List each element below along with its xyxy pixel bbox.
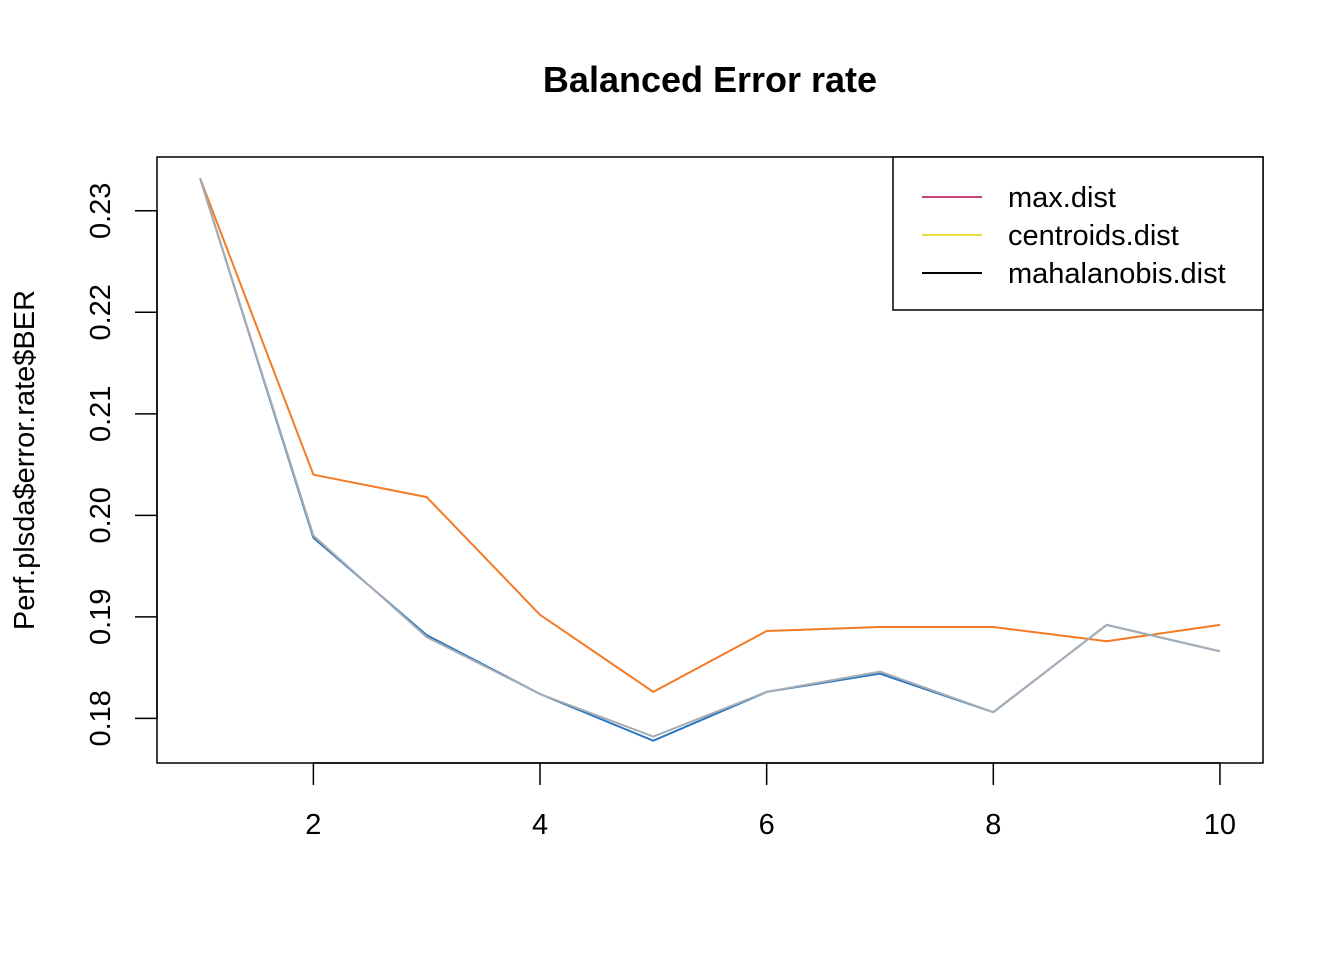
y-tick-label: 0.20: [85, 487, 117, 543]
y-tick-label: 0.19: [85, 589, 117, 645]
legend-label: max.dist: [1008, 182, 1116, 214]
x-axis: 2 4 6 8 10: [305, 762, 1236, 841]
y-tick-label: 0.23: [85, 183, 117, 239]
y-axis: 0.18 0.19 0.20 0.21 0.22 0.23: [85, 183, 158, 747]
x-tick-label: 4: [532, 809, 548, 841]
x-tick-label: 6: [759, 809, 775, 841]
x-tick-label: 8: [985, 809, 1001, 841]
y-tick-label: 0.21: [85, 386, 117, 442]
legend: max.dist centroids.dist mahalanobis.dist: [892, 156, 1264, 311]
x-tick-label: 2: [305, 809, 321, 841]
legend-box: [892, 156, 1264, 311]
series-line-3: [199, 177, 1221, 738]
y-axis-label: Perf.plsda$error.rate$BER: [9, 290, 41, 630]
legend-label: mahalanobis.dist: [1008, 258, 1226, 290]
chart-title: Balanced Error rate: [543, 59, 877, 100]
y-tick-label: 0.18: [85, 690, 117, 746]
series-line-1: [199, 177, 1221, 693]
legend-label: centroids.dist: [1008, 220, 1179, 252]
x-tick-label: 10: [1204, 809, 1236, 841]
series-layer: [199, 177, 1221, 742]
y-tick-label: 0.22: [85, 284, 117, 340]
